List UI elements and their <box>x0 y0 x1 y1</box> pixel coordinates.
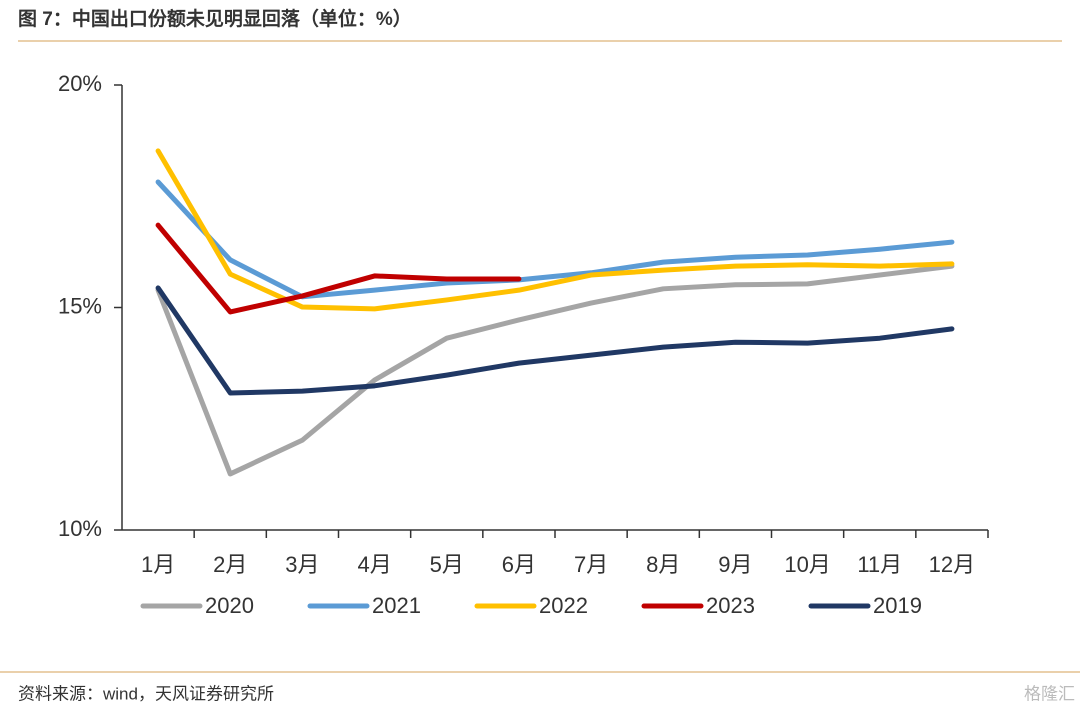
x-tick-label: 10月 <box>784 552 830 577</box>
x-tick-label: 1月 <box>141 552 175 577</box>
legend-label: 2022 <box>539 593 588 618</box>
x-tick-label: 7月 <box>574 552 608 577</box>
legend-label: 2020 <box>205 593 254 618</box>
x-tick-label: 6月 <box>502 552 536 577</box>
x-tick-label: 3月 <box>285 552 319 577</box>
legend-label: 2019 <box>873 593 922 618</box>
legend-label: 2023 <box>706 593 755 618</box>
series-line <box>155 179 955 300</box>
source: 资料来源：wind，天风证券研究所 <box>18 684 274 703</box>
series-line <box>155 263 955 477</box>
series-line <box>155 222 522 315</box>
chart-title: 图 7：中国出口份额未见明显回落（单位：%） <box>18 7 412 30</box>
x-tick-label: 9月 <box>718 552 752 577</box>
series-line <box>155 148 955 312</box>
y-tick-label: 10% <box>58 516 102 541</box>
x-tick-label: 8月 <box>646 552 680 577</box>
x-tick-label: 5月 <box>430 552 464 577</box>
x-tick-label: 4月 <box>357 552 391 577</box>
series-line <box>155 285 955 396</box>
y-tick-label: 20% <box>58 71 102 96</box>
watermark: 格隆汇 <box>1024 684 1075 703</box>
legend-label: 2021 <box>372 593 421 618</box>
x-tick-label: 12月 <box>929 552 975 577</box>
x-tick-label: 11月 <box>857 552 902 577</box>
y-tick-label: 15% <box>58 293 102 318</box>
x-tick-label: 2月 <box>213 552 247 577</box>
